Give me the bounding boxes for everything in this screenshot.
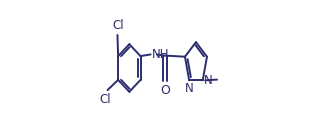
Text: N: N (204, 74, 213, 86)
Text: O: O (160, 84, 170, 97)
Text: Cl: Cl (112, 19, 124, 32)
Text: Cl: Cl (99, 92, 111, 106)
Text: NH: NH (152, 48, 169, 61)
Text: N: N (185, 82, 194, 95)
